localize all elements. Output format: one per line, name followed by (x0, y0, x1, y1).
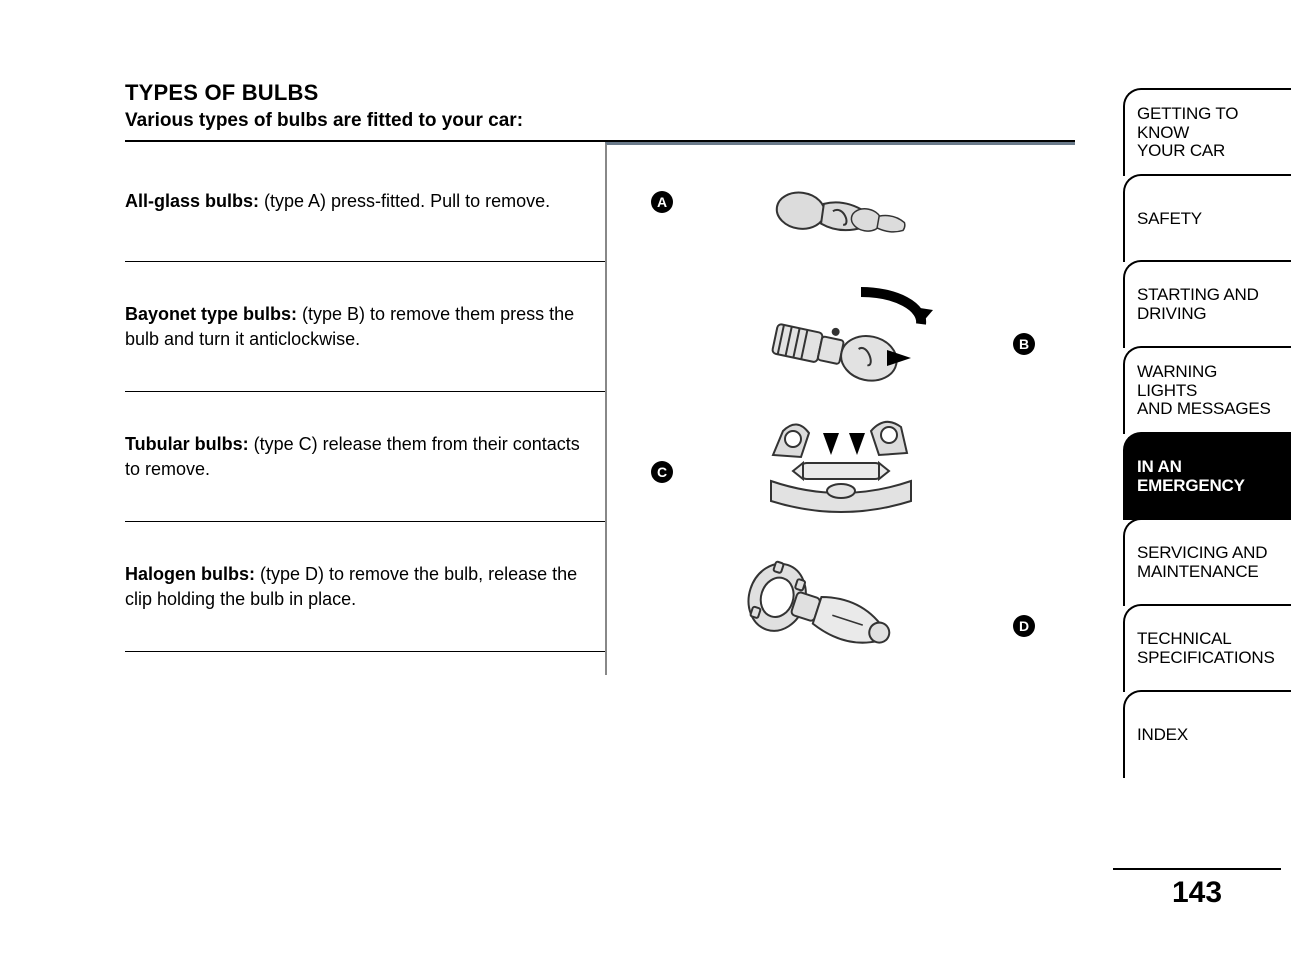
tab-getting-to-know[interactable]: GETTING TO KNOW YOUR CAR (1123, 88, 1291, 176)
bulb-desc-a: All-glass bulbs: (type A) press-fitted. … (125, 189, 550, 213)
bulb-name-b: Bayonet type bulbs: (125, 304, 297, 324)
tab-label: INDEX (1137, 726, 1279, 745)
bulb-desc-b: Bayonet type bulbs: (type B) to remove t… (125, 302, 595, 351)
tab-warning-lights[interactable]: WARNING LIGHTS AND MESSAGES (1123, 346, 1291, 434)
tab-in-an-emergency[interactable]: IN AN EMERGENCY (1123, 432, 1291, 520)
tubular-bulb-icon (711, 415, 971, 525)
tab-technical-specs[interactable]: TECHNICAL SPECIFICATIONS (1123, 604, 1291, 692)
bulb-desc-d: Halogen bulbs: (type D) to remove the bu… (125, 562, 595, 611)
tab-label: STARTING AND (1137, 286, 1279, 305)
tab-label: IN AN (1137, 458, 1279, 477)
page-heading: TYPES OF BULBS (125, 80, 1110, 106)
page-subheading: Various types of bulbs are fitted to you… (125, 110, 1110, 132)
tab-index[interactable]: INDEX (1123, 690, 1291, 778)
bulb-row-d: Halogen bulbs: (type D) to remove the bu… (125, 522, 605, 652)
bulb-text-a: (type A) press-fitted. Pull to remove. (259, 191, 550, 211)
badge-c: C (651, 461, 673, 483)
halogen-bulb-icon (721, 540, 961, 670)
tab-label: TECHNICAL (1137, 630, 1279, 649)
tab-starting-driving[interactable]: STARTING AND DRIVING (1123, 260, 1291, 348)
bulb-row-c: Tubular bulbs: (type C) release them fro… (125, 392, 605, 522)
tab-servicing-maintenance[interactable]: SERVICING AND MAINTENANCE (1123, 518, 1291, 606)
badge-a: A (651, 191, 673, 213)
figure-b: B (607, 275, 1075, 405)
bulb-name-a: All-glass bulbs: (125, 191, 259, 211)
all-glass-bulb-icon (756, 165, 926, 255)
section-tabs: GETTING TO KNOW YOUR CAR SAFETY STARTING… (1123, 88, 1291, 778)
text-column: All-glass bulbs: (type A) press-fitted. … (125, 142, 605, 675)
tab-label: SERVICING AND (1137, 544, 1279, 563)
badge-b: B (1013, 333, 1035, 355)
tab-label: EMERGENCY (1137, 477, 1279, 496)
badge-d: D (1013, 615, 1035, 637)
tab-label: AND MESSAGES (1137, 400, 1279, 419)
figure-a: A (607, 145, 1075, 275)
figure-c: C (607, 405, 1075, 535)
content-columns: All-glass bulbs: (type A) press-fitted. … (125, 140, 1075, 675)
figure-d: D (607, 535, 1075, 675)
tab-label: YOUR CAR (1137, 142, 1279, 161)
bulb-desc-c: Tubular bulbs: (type C) release them fro… (125, 432, 595, 481)
tab-label: SPECIFICATIONS (1137, 649, 1279, 668)
tab-safety[interactable]: SAFETY (1123, 174, 1291, 262)
tab-label: SAFETY (1137, 210, 1279, 229)
tab-label: MAINTENANCE (1137, 563, 1279, 582)
tab-label: GETTING TO KNOW (1137, 105, 1279, 142)
bulb-name-c: Tubular bulbs: (125, 434, 249, 454)
figure-column: A B (605, 142, 1075, 675)
tab-label: WARNING LIGHTS (1137, 363, 1279, 400)
bayonet-bulb-icon (711, 280, 971, 400)
bulb-row-b: Bayonet type bulbs: (type B) to remove t… (125, 262, 605, 392)
bulb-row-a: All-glass bulbs: (type A) press-fitted. … (125, 142, 605, 262)
tab-label: DRIVING (1137, 305, 1279, 324)
bulb-name-d: Halogen bulbs: (125, 564, 255, 584)
page-number: 143 (1113, 868, 1281, 910)
